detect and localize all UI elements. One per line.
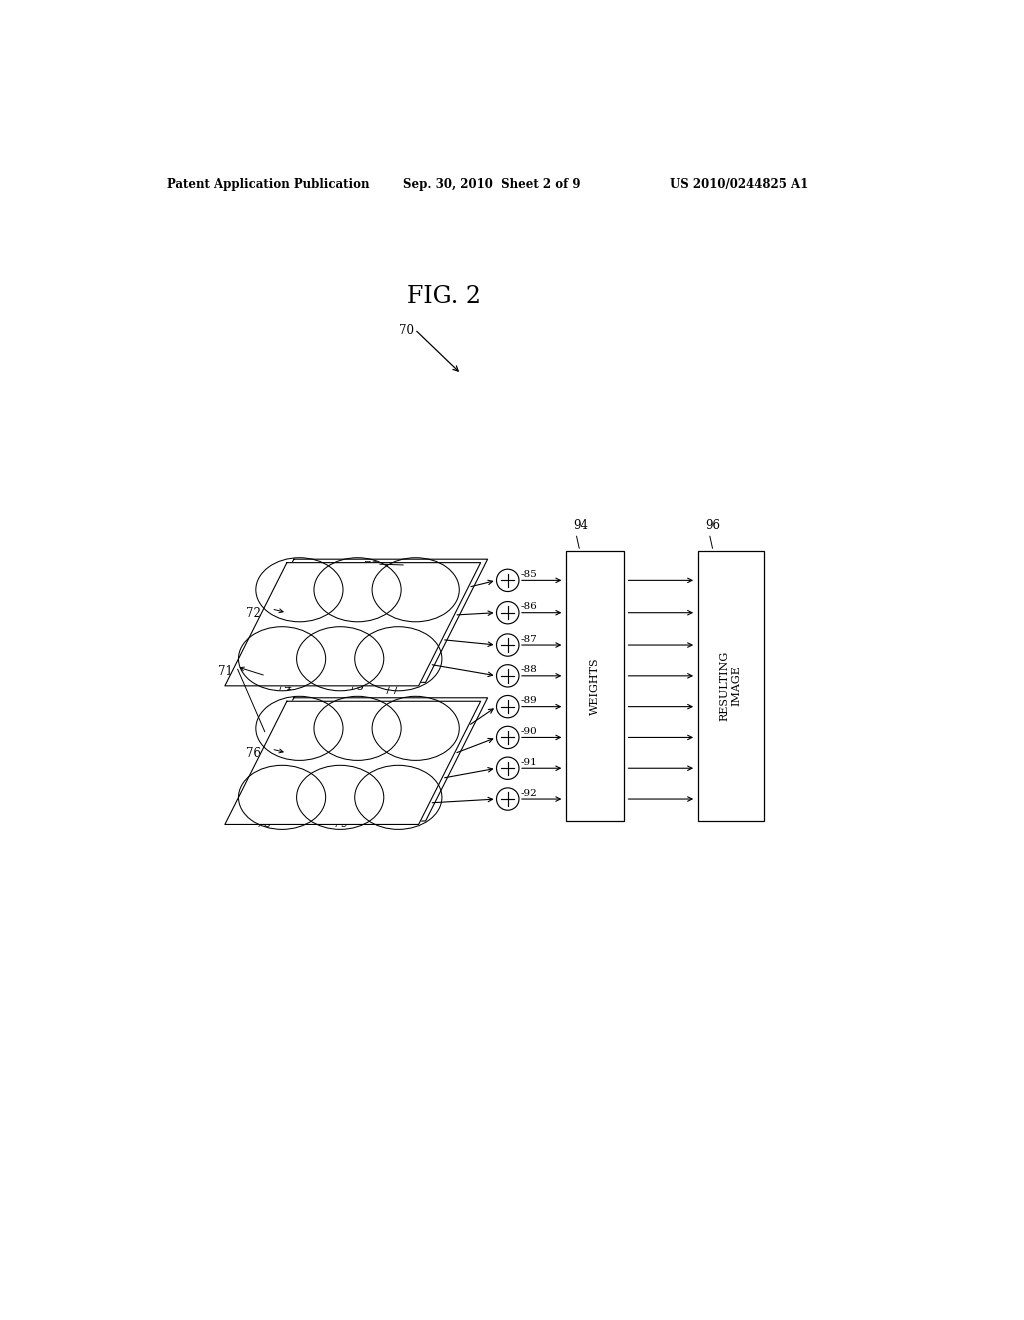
Circle shape <box>497 696 519 718</box>
Text: Patent Application Publication: Patent Application Publication <box>167 178 370 190</box>
Circle shape <box>497 602 519 624</box>
Text: -86: -86 <box>520 602 537 611</box>
Text: -90: -90 <box>520 727 537 737</box>
Text: 79: 79 <box>334 817 348 830</box>
Text: 78: 78 <box>256 817 270 830</box>
Text: 74: 74 <box>276 680 292 693</box>
Bar <box>697 552 764 821</box>
Circle shape <box>497 634 519 656</box>
Circle shape <box>497 726 519 748</box>
Text: -92: -92 <box>520 788 537 797</box>
Text: 96: 96 <box>706 519 720 532</box>
Circle shape <box>497 569 519 591</box>
Text: 76: 76 <box>247 747 261 760</box>
Circle shape <box>497 758 519 779</box>
Text: FIG. 2: FIG. 2 <box>407 285 481 309</box>
Text: -88: -88 <box>520 665 537 675</box>
Text: 71: 71 <box>218 665 232 678</box>
Text: 70: 70 <box>399 323 415 337</box>
Text: Sep. 30, 2010  Sheet 2 of 9: Sep. 30, 2010 Sheet 2 of 9 <box>403 178 581 190</box>
Text: 94: 94 <box>572 519 588 532</box>
Circle shape <box>497 665 519 686</box>
Text: -85: -85 <box>520 570 537 579</box>
Polygon shape <box>225 701 480 825</box>
Text: -87: -87 <box>520 635 537 644</box>
Polygon shape <box>231 698 487 821</box>
Text: 77: 77 <box>384 684 398 697</box>
Text: -89: -89 <box>520 696 537 705</box>
Bar <box>566 552 624 821</box>
Polygon shape <box>225 562 480 686</box>
Text: 75: 75 <box>349 680 364 693</box>
Text: -91: -91 <box>520 758 537 767</box>
Polygon shape <box>231 560 487 682</box>
Text: 72: 72 <box>247 607 261 619</box>
Circle shape <box>497 788 519 810</box>
Text: 73: 73 <box>365 561 379 574</box>
Text: WEIGHTS: WEIGHTS <box>590 657 600 714</box>
Text: US 2010/0244825 A1: US 2010/0244825 A1 <box>671 178 809 190</box>
Text: RESULTING
IMAGE: RESULTING IMAGE <box>720 651 741 721</box>
